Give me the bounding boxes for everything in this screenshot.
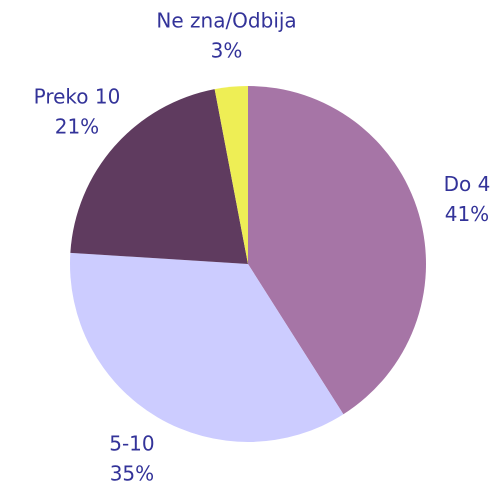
pie-slice xyxy=(69,252,344,443)
pie-slice xyxy=(248,86,427,415)
slice-value-label: 35% xyxy=(110,462,154,484)
slice-value-label: 3% xyxy=(211,39,243,63)
pie-slice xyxy=(70,89,248,265)
slice-label: Preko 10 xyxy=(34,85,121,109)
slice-label: Do 4 xyxy=(444,172,490,196)
slice-value-label: 21% xyxy=(55,115,99,139)
slice-value-label: 41% xyxy=(445,202,489,226)
slice-label: 5-10 xyxy=(109,432,154,456)
slice-label: Ne zna/Odbija xyxy=(156,9,296,33)
pie-slice xyxy=(214,86,248,264)
